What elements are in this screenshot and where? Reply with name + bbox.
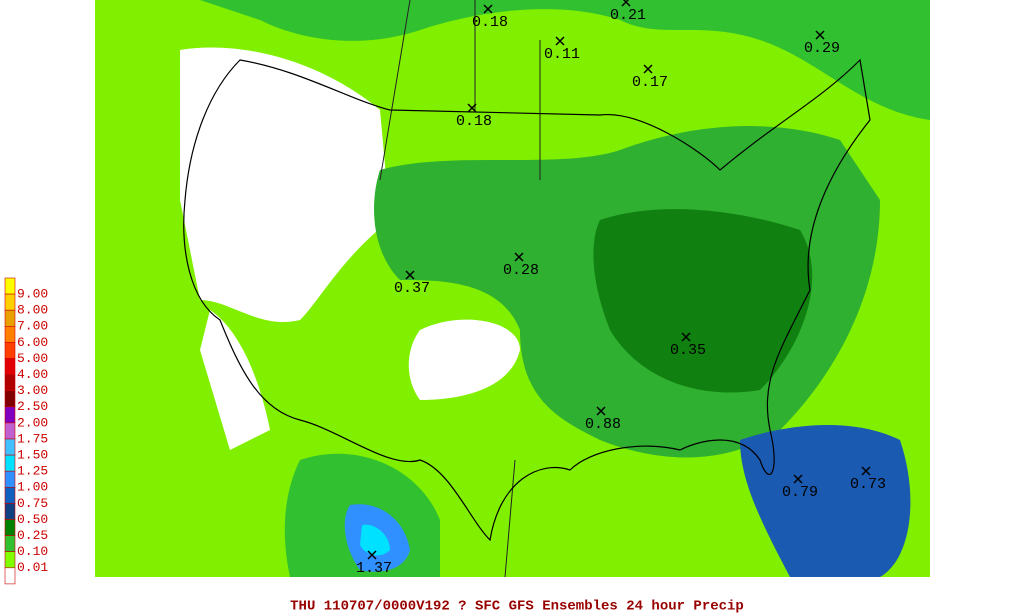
- station-marker: [681, 332, 691, 342]
- legend-swatch: [4, 519, 16, 536]
- station-marker: [467, 103, 477, 113]
- station-marker: [861, 466, 871, 476]
- station-marker: [483, 4, 493, 14]
- station-marker: [514, 252, 524, 262]
- legend-swatch: [4, 293, 16, 311]
- station-marker: [643, 64, 653, 74]
- legend-label: 9.00: [17, 287, 48, 302]
- legend-label: 0.75: [17, 496, 48, 511]
- legend-swatch: [4, 374, 16, 392]
- legend-swatch: [4, 342, 16, 359]
- legend-label: 2.00: [17, 415, 48, 430]
- station-marker: [815, 30, 825, 40]
- legend-swatch: [4, 503, 16, 520]
- dry-area: [408, 319, 520, 400]
- station-value: 0.79: [782, 484, 818, 501]
- station-value: 0.17: [632, 74, 668, 91]
- station-value: 1.37: [356, 560, 392, 577]
- legend-label: 4.00: [17, 367, 48, 382]
- station-value: 0.88: [585, 416, 621, 433]
- legend-swatch: [4, 325, 16, 343]
- station-value: 0.28: [503, 262, 539, 279]
- legend-swatch: [4, 551, 16, 569]
- station-value: 0.21: [610, 7, 646, 24]
- dry-area: [180, 47, 390, 323]
- legend-label: 1.00: [17, 480, 48, 495]
- legend-swatch: [4, 470, 16, 488]
- legend-label: 1.25: [17, 464, 48, 479]
- precip-area: [740, 425, 911, 577]
- legend-swatch: [4, 309, 16, 327]
- station-marker: [596, 406, 606, 416]
- map: [95, 0, 930, 578]
- precip-area: [95, 0, 930, 120]
- legend-label: 7.00: [17, 319, 48, 334]
- station-value: 0.73: [850, 476, 886, 493]
- station-labels: 0.18 0.21 0.11 0.17 0.29 0.18 0.28 0.37 0.35 0.88…: [356, 0, 886, 577]
- boundary-line: [379, 0, 541, 578]
- station-marker: [367, 550, 377, 560]
- legend-label: 6.00: [17, 335, 48, 350]
- station-marker: [405, 270, 415, 280]
- legend-label: 3.00: [17, 383, 48, 398]
- legend-label: 0.25: [17, 528, 48, 543]
- legend-label: 1.75: [17, 431, 48, 446]
- country-outline: [183, 58, 871, 542]
- legend-label: 8.00: [17, 303, 48, 318]
- legend-label: 0.01: [17, 560, 48, 575]
- legend-label: 5.00: [17, 351, 48, 366]
- station-value: 0.35: [670, 342, 706, 359]
- map-caption: THU 110707/0000V192 ? SFC GFS Ensembles …: [290, 599, 744, 614]
- station-marker: [555, 36, 565, 46]
- precip-area: [360, 524, 390, 556]
- legend-swatch: [4, 535, 16, 552]
- station-value: 0.29: [804, 40, 840, 57]
- dry-area: [200, 310, 270, 450]
- station-marker: [793, 474, 803, 484]
- legend-swatch: [4, 486, 16, 504]
- legend-label: 1.50: [17, 448, 48, 463]
- station-marker: [621, 0, 631, 7]
- station-value: 0.11: [544, 46, 580, 63]
- legend-swatch: [4, 277, 16, 295]
- legend-swatch: [4, 358, 16, 375]
- precip-area: [593, 209, 813, 393]
- legend-swatch: [4, 567, 16, 585]
- legend-label: 0.10: [17, 544, 48, 559]
- station-value: 0.18: [472, 14, 508, 31]
- legend-swatch: [4, 454, 16, 472]
- legend-swatch: [4, 406, 16, 424]
- legend-swatch: [4, 422, 16, 440]
- legend-label: 0.50: [17, 512, 48, 527]
- legend-label: 2.50: [17, 399, 48, 414]
- legend-swatch: [4, 390, 16, 408]
- station-value: 0.37: [394, 280, 430, 297]
- legend: 9.008.007.006.005.004.003.002.502.001.75…: [4, 277, 48, 585]
- legend-swatch: [4, 438, 16, 456]
- station-value: 0.18: [456, 113, 492, 130]
